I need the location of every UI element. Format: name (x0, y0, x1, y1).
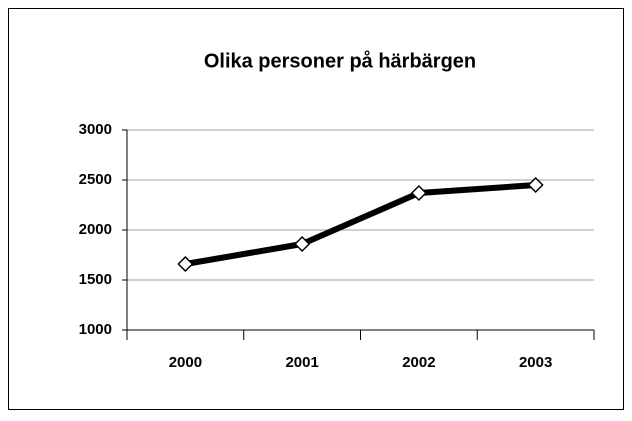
chart-title: Olika personer på härbärgen (204, 49, 476, 72)
y-tick-label: 2000 (79, 221, 112, 238)
y-tick-label: 1500 (79, 271, 112, 288)
data-point (410, 184, 427, 202)
y-tick-label: 1000 (79, 321, 112, 338)
x-tick-label: 2002 (402, 354, 435, 371)
x-tick-label: 2001 (285, 354, 318, 371)
y-tick-label: 3000 (79, 121, 112, 138)
data-line (184, 182, 536, 267)
data-point (527, 176, 544, 194)
chart-frame (8, 8, 624, 410)
y-tick-label: 2500 (79, 171, 112, 188)
x-tick-label: 2000 (169, 354, 202, 371)
data-point (177, 255, 194, 273)
data-point (294, 235, 311, 253)
x-tick-label: 2003 (519, 354, 552, 371)
